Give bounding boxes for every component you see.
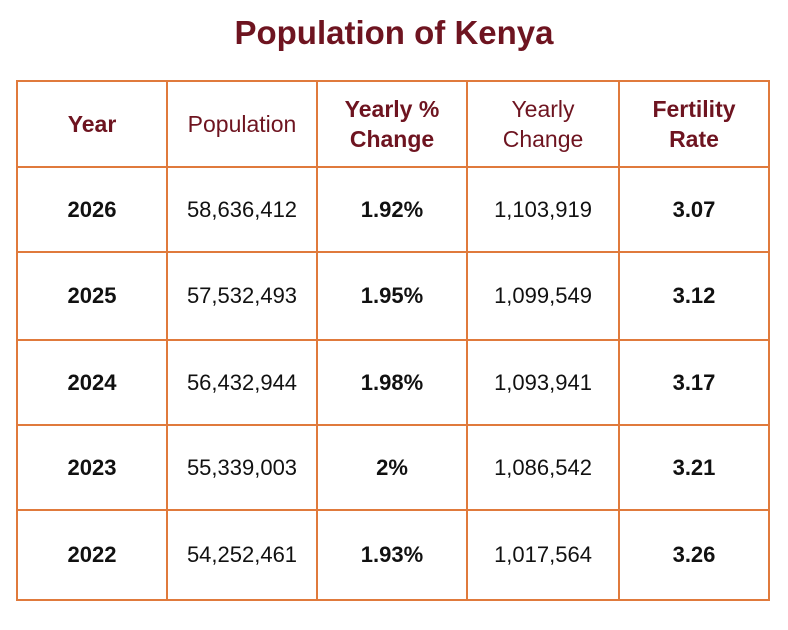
cell-year: 2023 — [16, 424, 168, 511]
header-yearly-change-line1: Yearly — [511, 96, 575, 122]
header-yearly-pct-change-line1: Yearly % — [344, 96, 440, 122]
table-row: 2023 55,339,003 2% 1,086,542 3.21 — [16, 424, 770, 511]
cell-yearly-pct-change: 2% — [316, 424, 468, 511]
header-fertility-rate-line1: Fertility — [652, 96, 736, 122]
table-row: 2024 56,432,944 1.98% 1,093,941 3.17 — [16, 339, 770, 426]
table-row: 2022 54,252,461 1.93% 1,017,564 3.26 — [16, 509, 770, 601]
header-year-label: Year — [67, 111, 117, 137]
cell-fertility-rate: 3.26 — [618, 509, 770, 601]
cell-year: 2024 — [16, 339, 168, 426]
header-yearly-change: Yearly Change — [466, 80, 620, 168]
header-fertility-rate: Fertility Rate — [618, 80, 770, 168]
header-fertility-rate-line2: Rate — [669, 126, 719, 152]
cell-yearly-pct-change: 1.98% — [316, 339, 468, 426]
cell-yearly-change: 1,103,919 — [466, 166, 620, 253]
cell-year: 2026 — [16, 166, 168, 253]
cell-year: 2025 — [16, 251, 168, 341]
cell-fertility-rate: 3.17 — [618, 339, 770, 426]
cell-population: 54,252,461 — [166, 509, 318, 601]
population-table: Year Population Yearly % Change Yearly C… — [16, 80, 770, 601]
cell-population: 58,636,412 — [166, 166, 318, 253]
cell-year: 2022 — [16, 509, 168, 601]
cell-yearly-pct-change: 1.93% — [316, 509, 468, 601]
cell-fertility-rate: 3.07 — [618, 166, 770, 253]
cell-yearly-change: 1,099,549 — [466, 251, 620, 341]
cell-population: 55,339,003 — [166, 424, 318, 511]
table-row: 2025 57,532,493 1.95% 1,099,549 3.12 — [16, 251, 770, 341]
cell-yearly-change: 1,017,564 — [466, 509, 620, 601]
cell-yearly-change: 1,086,542 — [466, 424, 620, 511]
cell-population: 56,432,944 — [166, 339, 318, 426]
cell-yearly-change: 1,093,941 — [466, 339, 620, 426]
header-year: Year — [16, 80, 168, 168]
table-title: Population of Kenya — [234, 14, 554, 51]
header-population-label: Population — [187, 111, 297, 137]
table-row: 2026 58,636,412 1.92% 1,103,919 3.07 — [16, 166, 770, 253]
header-row: Year Population Yearly % Change Yearly C… — [16, 80, 770, 168]
cell-population: 57,532,493 — [166, 251, 318, 341]
header-yearly-pct-change: Yearly % Change — [316, 80, 468, 168]
header-yearly-change-line2: Change — [502, 126, 584, 152]
cell-fertility-rate: 3.12 — [618, 251, 770, 341]
cell-yearly-pct-change: 1.95% — [316, 251, 468, 341]
header-yearly-pct-change-line2: Change — [349, 126, 435, 152]
cell-yearly-pct-change: 1.92% — [316, 166, 468, 253]
cell-fertility-rate: 3.21 — [618, 424, 770, 511]
header-population: Population — [166, 80, 318, 168]
